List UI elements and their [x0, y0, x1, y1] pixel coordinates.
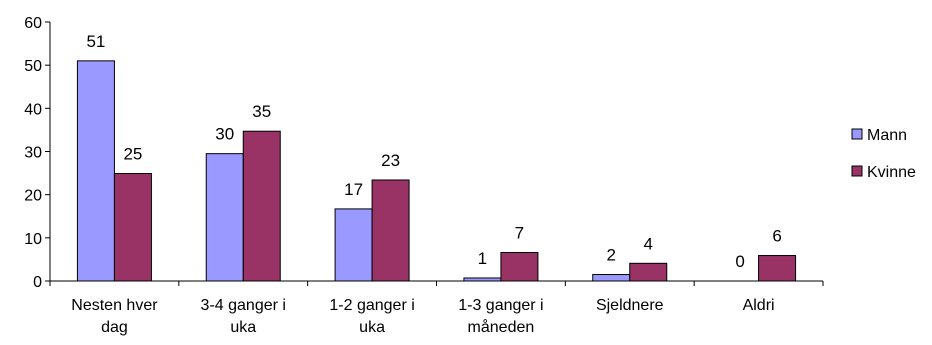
- bar-mann: [334, 208, 373, 282]
- data-label-kvinne: 6: [772, 227, 781, 246]
- data-label-mann: 17: [344, 180, 363, 199]
- y-tick-label: 10: [24, 231, 42, 248]
- x-category-label: Sjeldnere: [596, 297, 664, 314]
- y-tick-label: 0: [33, 274, 42, 291]
- x-category-label: måneden: [468, 318, 535, 336]
- data-label-mann: 1: [478, 249, 487, 268]
- legend-label-kvinne: Kvinne: [867, 164, 916, 181]
- y-tick-label: 40: [24, 101, 42, 118]
- y-tick-label: 30: [24, 145, 42, 162]
- x-category-label: 1-2 ganger i: [329, 297, 414, 314]
- x-axis: Nesten hver dag 3-4 ganger i uka 1-2 ganger …: [49, 280, 824, 336]
- data-label-kvinne: 4: [644, 234, 653, 253]
- x-category-label: 3-4 ganger i: [201, 297, 286, 314]
- bar-kvinne: [113, 173, 152, 282]
- data-label-mann: 0: [735, 252, 744, 271]
- x-category-label: uka: [359, 319, 385, 336]
- x-category-label: dag: [101, 319, 128, 336]
- x-category-label: Nesten hver: [71, 297, 158, 314]
- x-category-label: Aldri: [743, 297, 775, 314]
- y-tick-label: 60: [24, 15, 42, 32]
- data-label-kvinne: 23: [381, 151, 400, 170]
- legend-label-mann: Mann: [867, 127, 907, 144]
- data-label-mann: 2: [607, 246, 616, 265]
- bar-kvinne: [758, 255, 797, 282]
- x-category-label: 1-3 ganger i: [458, 297, 543, 314]
- data-label-kvinne: 25: [123, 145, 142, 164]
- bar-mann: [205, 153, 244, 282]
- y-tick-label: 50: [24, 58, 42, 75]
- legend-swatch-mann: [851, 128, 863, 140]
- bar-kvinne: [629, 262, 668, 282]
- legend-swatch-kvinne: [851, 165, 863, 177]
- bar-kvinne: [371, 179, 410, 282]
- bars: [76, 60, 797, 282]
- bar-kvinne: [500, 252, 539, 282]
- data-label-kvinne: 35: [252, 102, 271, 121]
- data-label-mann: 51: [86, 32, 105, 51]
- data-label-mann: 30: [215, 125, 234, 144]
- data-label-kvinne: 7: [515, 224, 524, 243]
- x-category-label: uka: [230, 319, 256, 336]
- y-axis: 0 10 20 30 40 50 60: [24, 15, 51, 291]
- y-tick-label: 20: [24, 188, 42, 205]
- bar-mann: [592, 274, 631, 282]
- bar-mann: [76, 60, 115, 282]
- legend: Mann Kvinne: [851, 127, 916, 181]
- bar-kvinne: [242, 130, 281, 282]
